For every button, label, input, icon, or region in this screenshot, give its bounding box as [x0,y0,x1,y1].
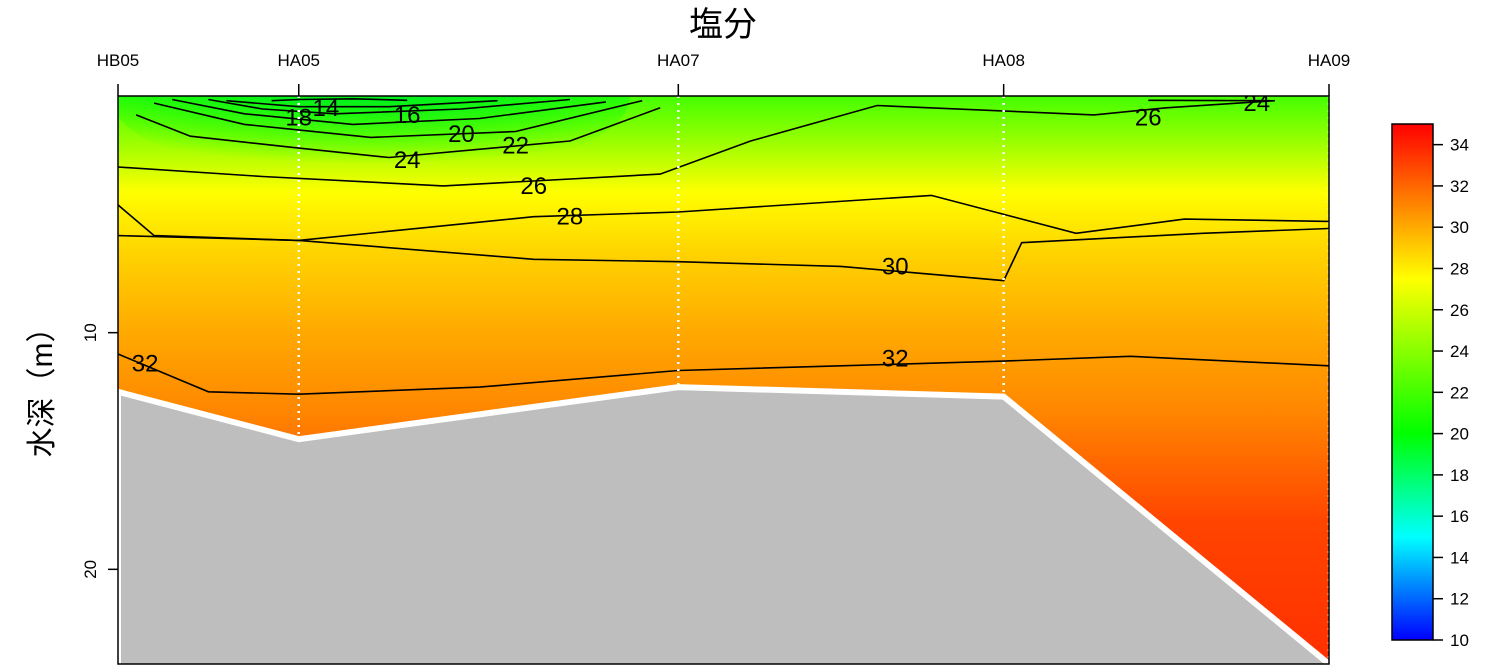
colorbar-label-22: 22 [1450,383,1469,402]
fresh-water-lens [118,96,630,181]
colorbar-label-16: 16 [1450,507,1469,526]
plot-frame [117,95,1330,665]
station-label-HA07: HA07 [657,51,700,70]
contour-label-0: 14 [313,95,340,122]
depth-axis: 10 20 [81,323,118,579]
colorbar-ticks: 10 12 14 16 18 20 22 24 26 28 30 32 34 [1433,136,1469,650]
colorbar-label-14: 14 [1450,548,1469,567]
colorbar-label-34: 34 [1450,136,1469,155]
chart-title: 塩分 [689,6,757,44]
colorbar-label-10: 10 [1450,631,1469,650]
colorbar-label-26: 26 [1450,301,1469,320]
seabed-area [118,384,1329,664]
station-axis: HB05 HA05 HA07 HA08 HA09 [97,51,1351,96]
contour-line-18-2 [208,98,570,115]
contour-label-11: 32 [882,346,909,373]
station-label-HA05: HA05 [277,51,320,70]
contour-line-26-6 [118,99,1275,187]
contour-label-5: 24 [394,147,421,174]
station-label-HA09: HA09 [1308,51,1351,70]
contour-line-24-5 [135,107,661,159]
station-label-HA08: HA08 [982,51,1025,70]
colorbar-label-24: 24 [1450,342,1469,361]
contour-label-1: 16 [394,102,421,129]
contour-label-9: 28 [557,204,584,231]
colorbar-label-32: 32 [1450,177,1469,196]
contour-label-10: 30 [882,253,909,280]
contour-line-20-3 [172,98,607,126]
contour-label-3: 20 [448,121,475,148]
contour-label-6: 26 [520,173,547,200]
contour-line-16-1 [226,99,498,108]
y-axis-label: 水深（m） [26,313,59,458]
contour-line-22-4 [153,99,643,139]
contour-label-12: 32 [132,350,159,377]
contour-line-14-0 [271,97,408,102]
contour-label-8: 24 [1243,90,1270,117]
colorbar-label-18: 18 [1450,466,1469,485]
colorbar-label-12: 12 [1450,590,1469,609]
colorbar-label-20: 20 [1450,425,1469,444]
station-label-HB05: HB05 [97,51,140,70]
colorbar [1391,123,1434,641]
contour-label-7: 26 [1135,104,1162,131]
colorbar-label-30: 30 [1450,218,1469,237]
depth-label-20: 20 [81,560,100,579]
depth-label-10: 10 [81,323,100,342]
contour-label-4: 22 [502,133,529,160]
contour-line-30-9 [118,227,1329,282]
colorbar-label-28: 28 [1450,259,1469,278]
